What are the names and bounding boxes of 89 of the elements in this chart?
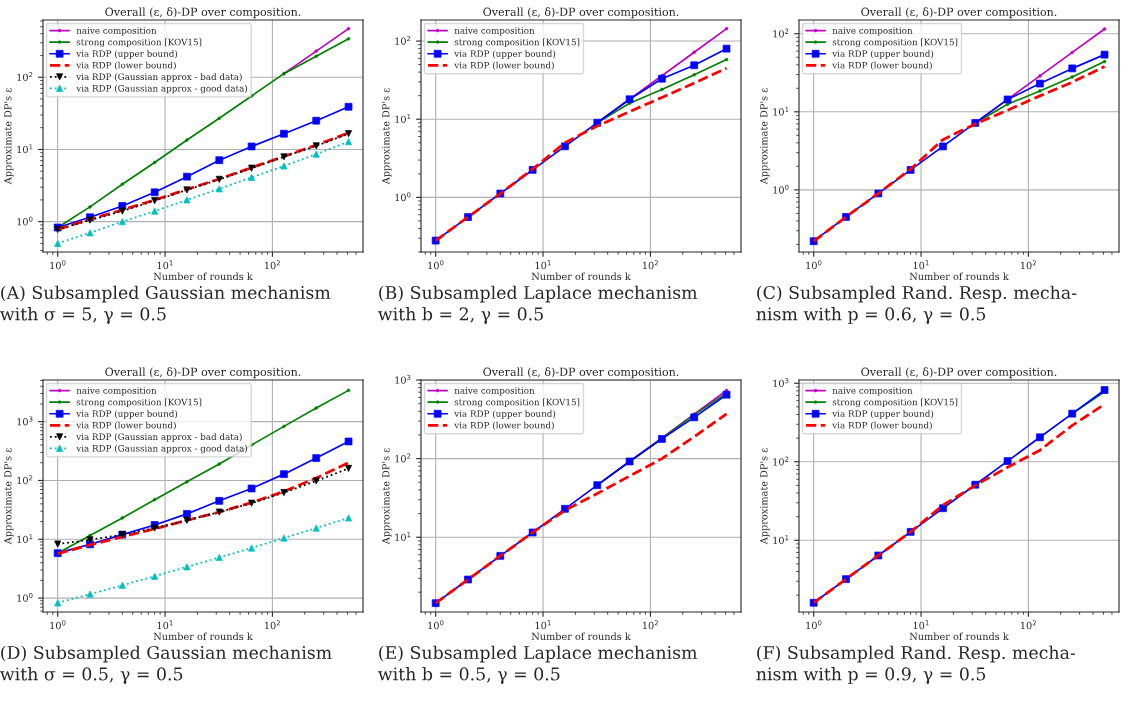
x-axis-title: Number of rounds k xyxy=(909,632,1009,641)
x-tick-label: 10$^{0}$ xyxy=(428,260,444,270)
y-tick-label: 10$^{1}$ xyxy=(17,534,33,544)
y-tick-label: 10$^{1}$ xyxy=(773,535,789,545)
y-tick-label: 10$^{3}$ xyxy=(395,374,411,384)
x-tick-label: 10$^{0}$ xyxy=(428,620,444,630)
y-axis-title: Approximate DP's ε xyxy=(760,448,770,545)
y-tick-label: 10$^{2}$ xyxy=(395,453,411,463)
x-axis-title: Number of rounds k xyxy=(153,632,253,641)
x-tick-label: 10$^{1}$ xyxy=(157,620,173,630)
chart-title: Overall (ε, δ)-DP over composition. xyxy=(483,7,679,19)
x-axis-title: Number of rounds k xyxy=(153,272,253,281)
y-tick-label: 10$^{0}$ xyxy=(17,216,33,226)
text: (A) Subsampled Gaussian mechanism with σ = 5, γ = 0.5 xyxy=(0,285,331,324)
legend-label: via RDP (lower bound) xyxy=(76,61,176,70)
legend-label: via RDP (upper bound) xyxy=(76,50,178,59)
y-tick-label: 10$^{1}$ xyxy=(17,144,33,154)
y-axis-title: Approximate DP's ε xyxy=(4,448,14,545)
y-tick-label: 10$^{0}$ xyxy=(773,184,789,194)
legend-label: via RDP (Gaussian approx - bad data) xyxy=(76,433,242,442)
legend-label: naive composition xyxy=(454,27,535,36)
y-tick-label: 10$^{1}$ xyxy=(395,114,411,123)
x-tick-label: 10$^{0}$ xyxy=(50,260,66,270)
y-tick-label: 10$^{1}$ xyxy=(773,106,789,116)
y-tick-label: 10$^{3}$ xyxy=(17,416,33,426)
x-tick-label: 10$^{1}$ xyxy=(535,260,551,270)
x-tick-label: 10$^{2}$ xyxy=(643,620,658,630)
x-axis-title: Number of rounds k xyxy=(909,272,1009,281)
legend-label: via RDP (lower bound) xyxy=(454,421,554,430)
x-tick-label: 10$^{0}$ xyxy=(806,620,822,630)
text: (B) Subsampled Laplace mechanism with b = 2, γ = 0.5 xyxy=(378,285,698,324)
legend-label: strong composition [KOV15] xyxy=(454,38,580,48)
x-tick-label: 10$^{0}$ xyxy=(50,620,66,630)
y-tick-label: 10$^{1}$ xyxy=(395,532,411,542)
legend-label: strong composition [KOV15] xyxy=(832,38,958,48)
x-tick-label: 10$^{2}$ xyxy=(1021,620,1036,630)
legend-label: via RDP (Gaussian approx - bad data) xyxy=(76,73,242,82)
legend-label: via RDP (upper bound) xyxy=(832,50,934,59)
y-tick-label: 10$^{2}$ xyxy=(773,28,789,38)
y-axis-title: Approximate DP's ε xyxy=(382,448,392,545)
chart-title: Overall (ε, δ)-DP over composition. xyxy=(483,367,679,379)
legend-label: naive composition xyxy=(454,387,535,396)
legend-label: via RDP (lower bound) xyxy=(454,61,554,70)
legend-label: via RDP (lower bound) xyxy=(832,61,932,70)
y-tick-label: 10$^{0}$ xyxy=(17,592,33,602)
x-tick-label: 10$^{1}$ xyxy=(157,260,173,270)
legend-label: strong composition [KOV15] xyxy=(454,398,580,408)
y-tick-label: 10$^{2}$ xyxy=(773,456,789,466)
legend-label: naive composition xyxy=(76,387,157,396)
text: (F) Subsampled Rand. Resp. mecha- nism with p = 0.9, γ = 0.5 xyxy=(756,645,1076,684)
y-axis-title: Approximate DP's ε xyxy=(760,88,770,185)
x-tick-label: 10$^{2}$ xyxy=(643,260,658,270)
legend-label: via RDP (lower bound) xyxy=(76,421,176,430)
x-tick-label: 10$^{2}$ xyxy=(1021,260,1036,270)
text: (D) Subsampled Gaussian mechanism with σ = 0.5, γ = 0.5 xyxy=(0,645,332,684)
x-tick-label: 10$^{2}$ xyxy=(265,620,280,630)
y-tick-label: 10$^{3}$ xyxy=(773,378,789,388)
legend-label: via RDP (upper bound) xyxy=(832,410,934,419)
legend-label: strong composition [KOV15] xyxy=(76,398,202,408)
legend-label: naive composition xyxy=(832,387,913,396)
legend-label: via RDP (Gaussian approx - good data) xyxy=(76,444,248,454)
chart-title: Overall (ε, δ)-DP over composition. xyxy=(105,367,301,379)
y-axis-title: Approximate DP's ε xyxy=(382,88,392,185)
x-axis-title: Number of rounds k xyxy=(531,272,631,281)
chart-title: Overall (ε, δ)-DP over composition. xyxy=(861,7,1057,19)
legend-label: via RDP (Gaussian approx - good data) xyxy=(76,84,248,94)
legend-label: naive composition xyxy=(832,27,913,36)
legend-label: via RDP (lower bound) xyxy=(832,421,932,430)
legend-label: naive composition xyxy=(76,27,157,36)
legend-label: via RDP (upper bound) xyxy=(76,410,178,419)
y-tick-label: 10$^{2}$ xyxy=(17,72,33,81)
chart-title: Overall (ε, δ)-DP over composition. xyxy=(105,7,301,19)
x-tick-label: 10$^{0}$ xyxy=(806,260,822,270)
x-tick-label: 10$^{1}$ xyxy=(913,620,929,630)
x-tick-label: 10$^{1}$ xyxy=(535,620,551,630)
chart-title: Overall (ε, δ)-DP over composition. xyxy=(861,367,1057,379)
legend-label: via RDP (upper bound) xyxy=(454,50,556,59)
text: (E) Subsampled Laplace mechanism with b = 0.5, γ = 0.5 xyxy=(378,645,698,684)
x-tick-label: 10$^{1}$ xyxy=(913,260,929,270)
y-tick-label: 10$^{2}$ xyxy=(17,475,33,485)
text: (C) Subsampled Rand. Resp. mecha- nism with p = 0.6, γ = 0.5 xyxy=(756,285,1077,324)
x-tick-label: 10$^{2}$ xyxy=(265,260,280,270)
legend-label: strong composition [KOV15] xyxy=(76,38,202,48)
y-axis-title: Approximate DP's ε xyxy=(4,88,14,185)
y-tick-label: 10$^{2}$ xyxy=(395,35,411,45)
legend-label: strong composition [KOV15] xyxy=(832,398,958,408)
legend-label: via RDP (upper bound) xyxy=(454,410,556,419)
x-axis-title: Number of rounds k xyxy=(531,632,631,641)
y-tick-label: 10$^{0}$ xyxy=(395,192,411,202)
